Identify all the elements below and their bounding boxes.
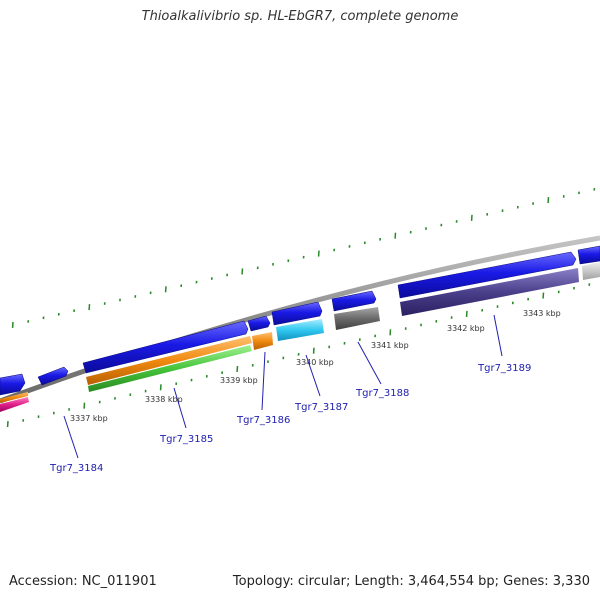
- topology-text: Topology: circular; Length: 3,464,554 bp…: [232, 574, 590, 589]
- feature-bar-orange: [86, 336, 252, 385]
- gene-arrow-forward: [82, 320, 249, 374]
- outer-tick-track: [11, 188, 596, 329]
- gene-leader-line: [173, 387, 187, 429]
- feature-bar-light-gray: [582, 262, 600, 280]
- kbp-label: 3339 kbp: [220, 376, 258, 385]
- gene-leader-line: [261, 351, 266, 411]
- feature-bar-magenta: [0, 397, 29, 412]
- gene-label: Tgr7_3188: [355, 388, 409, 399]
- kbp-label: 3340 kbp: [296, 358, 334, 367]
- genome-title: Thioalkalivibrio sp. HL-EbGR7, complete …: [141, 9, 459, 24]
- gene-label: Tgr7_3187: [294, 402, 348, 413]
- kbp-label: 3342 kbp: [447, 324, 485, 333]
- gene-arrow-forward: [0, 373, 26, 396]
- feature-bar-orange-left: [0, 392, 28, 403]
- gene-arrow-forward: [37, 366, 69, 386]
- feature-bar-green: [88, 345, 252, 392]
- gene-arrow-forward: [271, 301, 323, 326]
- gene-label: Tgr7_3189: [477, 363, 531, 374]
- feature-bar-dark-gray: [334, 307, 380, 330]
- accession-text: Accession: NC_011901: [9, 574, 157, 589]
- gene-leader-line: [357, 341, 382, 385]
- gene-label: Tgr7_3184: [49, 463, 103, 474]
- kbp-label: 3337 kbp: [70, 414, 108, 423]
- gene-arrow-forward: [247, 315, 271, 332]
- gene-arrow-forward: [397, 251, 577, 299]
- feature-bar-cyan: [276, 319, 324, 341]
- gene-leader-line: [305, 354, 321, 397]
- gene-leader-line: [493, 314, 503, 357]
- kbp-label: 3338 kbp: [145, 395, 183, 404]
- genome-backbone: [0, 235, 600, 404]
- inner-tick-track: [6, 283, 591, 428]
- kbp-label: 3341 kbp: [371, 341, 409, 350]
- gene-label: Tgr7_3186: [236, 415, 290, 426]
- gene-leader-line: [63, 415, 79, 459]
- gene-arrow-forward: [331, 290, 377, 312]
- feature-bar-orange-small: [252, 332, 273, 350]
- kbp-label: 3343 kbp: [523, 309, 561, 318]
- gene-arrow-forward: [577, 245, 600, 265]
- feature-bar-purple: [400, 268, 579, 316]
- gene-label: Tgr7_3185: [159, 434, 213, 445]
